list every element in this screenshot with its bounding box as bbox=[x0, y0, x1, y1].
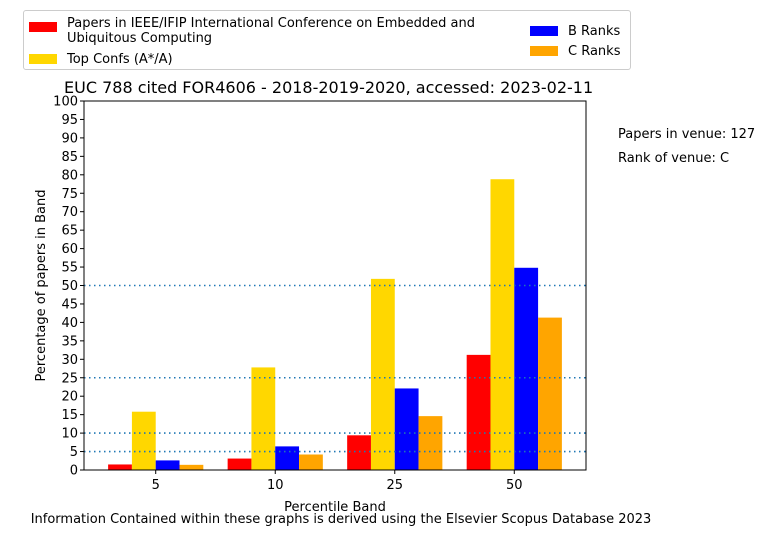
legend-swatch-c-ranks bbox=[530, 46, 558, 56]
bar-papers-50 bbox=[466, 354, 491, 470]
y-tick-label-50: 50 bbox=[61, 279, 78, 294]
y-axis-label: Percentage of papers in Band bbox=[34, 189, 49, 381]
legend-label-c-ranks: C Ranks bbox=[568, 44, 621, 59]
bar-papers-25 bbox=[347, 435, 371, 470]
bar-c-5 bbox=[179, 464, 204, 470]
y-tick-label-100: 100 bbox=[53, 95, 78, 110]
y-tick-label-55: 55 bbox=[61, 261, 78, 276]
bar-c-25 bbox=[418, 416, 443, 470]
x-axis-label: Percentile Band bbox=[284, 500, 386, 515]
x-tick-label-5: 5 bbox=[152, 478, 160, 493]
y-tick-label-35: 35 bbox=[61, 334, 78, 349]
legend: Papers in IEEE/IFIP International Confer… bbox=[23, 10, 631, 70]
y-tick-label-10: 10 bbox=[61, 427, 78, 442]
y-tick-label-65: 65 bbox=[61, 224, 78, 239]
y-tick-label-25: 25 bbox=[61, 371, 78, 386]
y-tick-label-90: 90 bbox=[61, 131, 78, 146]
chart-title: EUC 788 cited FOR4606 - 2018-2019-2020, … bbox=[64, 78, 594, 97]
y-tick-label-70: 70 bbox=[61, 205, 78, 220]
y-tick-label-75: 75 bbox=[61, 187, 78, 202]
legend-swatch-top-confs bbox=[29, 54, 57, 64]
y-tick-label-95: 95 bbox=[61, 113, 78, 128]
y-tick-label-80: 80 bbox=[61, 168, 78, 183]
bar-b-10 bbox=[275, 446, 300, 470]
y-tick-label-5: 5 bbox=[70, 445, 78, 460]
bar-top-10 bbox=[251, 367, 276, 470]
bar-c-50 bbox=[538, 317, 562, 470]
y-tick-label-85: 85 bbox=[61, 150, 78, 165]
legend-swatch-venue bbox=[29, 22, 57, 32]
y-tick-label-15: 15 bbox=[61, 408, 78, 423]
source-footer: Information Contained within these graph… bbox=[30, 512, 652, 527]
rank-of-venue-note: Rank of venue: C bbox=[618, 151, 730, 166]
papers-in-venue-note: Papers in venue: 127 bbox=[618, 127, 756, 142]
legend-label-b-ranks: B Ranks bbox=[568, 24, 621, 39]
y-tick-label-60: 60 bbox=[61, 242, 78, 257]
bar-top-50 bbox=[490, 179, 515, 470]
bar-c-10 bbox=[299, 454, 323, 470]
bar-b-25 bbox=[394, 388, 419, 470]
bar-top-25 bbox=[370, 278, 395, 470]
x-tick-label-10: 10 bbox=[267, 478, 284, 493]
bar-top-5 bbox=[131, 411, 156, 470]
x-tick-label-50: 50 bbox=[506, 478, 523, 493]
y-tick-label-0: 0 bbox=[70, 464, 78, 479]
bar-b-50 bbox=[514, 267, 539, 470]
bar-papers-10 bbox=[227, 458, 252, 470]
legend-label-top-confs: Top Confs (A*/A) bbox=[67, 52, 173, 67]
y-tick-label-30: 30 bbox=[61, 353, 78, 368]
x-tick-label-25: 25 bbox=[386, 478, 403, 493]
y-tick-label-20: 20 bbox=[61, 390, 78, 405]
y-tick-label-45: 45 bbox=[61, 297, 78, 312]
y-tick-label-40: 40 bbox=[61, 316, 78, 331]
bar-papers-5 bbox=[108, 464, 132, 470]
legend-swatch-b-ranks bbox=[530, 26, 558, 36]
bar-b-5 bbox=[155, 460, 180, 470]
legend-label-venue: Papers in IEEE/IFIP International Confer… bbox=[67, 16, 475, 46]
